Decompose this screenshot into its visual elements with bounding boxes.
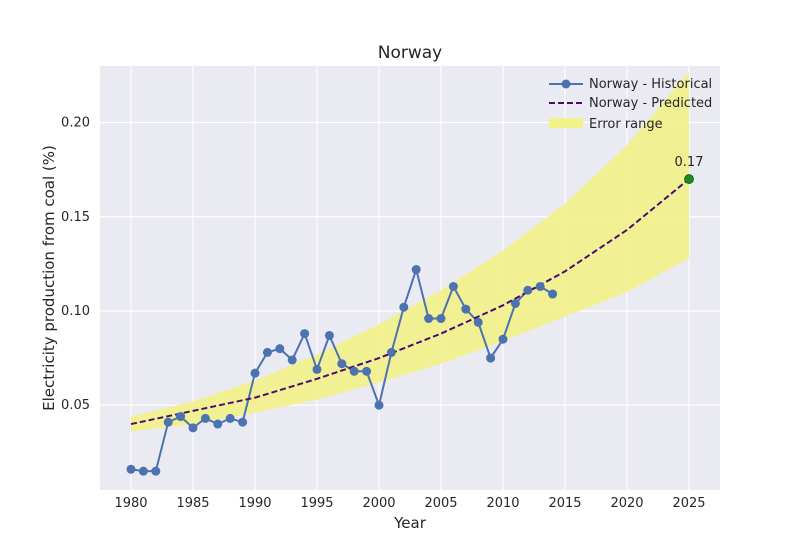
legend-historical-label: Norway - Historical bbox=[589, 77, 712, 92]
x-tick-label: 2015 bbox=[548, 496, 581, 511]
historical-point bbox=[275, 344, 285, 354]
x-tick-label: 2010 bbox=[486, 496, 519, 511]
chart-title: Norway bbox=[378, 43, 443, 63]
legend-error-swatch bbox=[549, 118, 583, 128]
historical-point bbox=[386, 347, 396, 357]
historical-point bbox=[312, 364, 322, 374]
error-band-layer bbox=[131, 71, 689, 432]
tick-labels: 1980 1985 1990 1995 2000 2005 2010 2015 2020 2025… bbox=[61, 116, 706, 511]
x-tick-label: 2020 bbox=[610, 496, 643, 511]
historical-point bbox=[200, 413, 210, 423]
historical-point bbox=[188, 423, 198, 433]
historical-point bbox=[324, 330, 334, 340]
historical-point bbox=[238, 417, 248, 427]
grid bbox=[100, 66, 720, 490]
historical-point bbox=[486, 353, 496, 363]
historical-point bbox=[163, 417, 173, 427]
historical-point bbox=[262, 347, 272, 357]
endpoint-marker bbox=[684, 174, 694, 184]
historical-point bbox=[448, 281, 458, 291]
x-tick-label: 2005 bbox=[424, 496, 457, 511]
historical-point bbox=[498, 334, 508, 344]
historical-point bbox=[436, 314, 446, 324]
historical-point bbox=[411, 265, 421, 275]
legend-historical-marker bbox=[561, 79, 571, 89]
historical-point bbox=[473, 317, 483, 327]
x-tick-label: 2025 bbox=[672, 496, 705, 511]
historical-point bbox=[510, 298, 520, 308]
historical-point bbox=[535, 281, 545, 291]
historical-point bbox=[138, 466, 148, 476]
x-axis-label: Year bbox=[393, 514, 427, 532]
historical-point bbox=[287, 355, 297, 365]
historical-point bbox=[225, 413, 235, 423]
x-tick-label: 1980 bbox=[114, 496, 147, 511]
historical-point bbox=[151, 466, 161, 476]
historical-point bbox=[337, 359, 347, 369]
x-tick-label: 1995 bbox=[300, 496, 333, 511]
historical-point bbox=[399, 302, 409, 312]
historical-point bbox=[349, 366, 359, 376]
historical-point bbox=[300, 329, 310, 339]
historical-point bbox=[424, 314, 434, 324]
endpoint-label: 0.17 bbox=[675, 155, 704, 170]
y-tick-label: 0.15 bbox=[61, 210, 90, 225]
historical-point bbox=[176, 412, 186, 422]
y-tick-label: 0.05 bbox=[61, 398, 90, 413]
y-axis-label: Electricity production from coal (%) bbox=[40, 145, 58, 411]
historical-point bbox=[213, 419, 223, 429]
legend: Norway - Historical Norway - Predicted E… bbox=[549, 77, 712, 132]
x-tick-label: 1985 bbox=[176, 496, 209, 511]
legend-predicted-label: Norway - Predicted bbox=[589, 96, 712, 111]
legend-error-label: Error range bbox=[589, 117, 663, 132]
historical-point bbox=[523, 285, 533, 295]
markers-layer bbox=[126, 174, 694, 476]
historical-point bbox=[250, 368, 260, 378]
historical-point bbox=[126, 464, 136, 474]
y-tick-label: 0.10 bbox=[61, 304, 90, 319]
y-tick-label: 0.20 bbox=[61, 116, 90, 131]
historical-point bbox=[374, 400, 384, 410]
error-band bbox=[131, 71, 689, 432]
x-tick-label: 1990 bbox=[238, 496, 271, 511]
historical-point bbox=[461, 304, 471, 314]
historical-point bbox=[362, 366, 372, 376]
x-tick-label: 2000 bbox=[362, 496, 395, 511]
predicted-line bbox=[130, 178, 690, 426]
historical-point bbox=[548, 289, 558, 299]
